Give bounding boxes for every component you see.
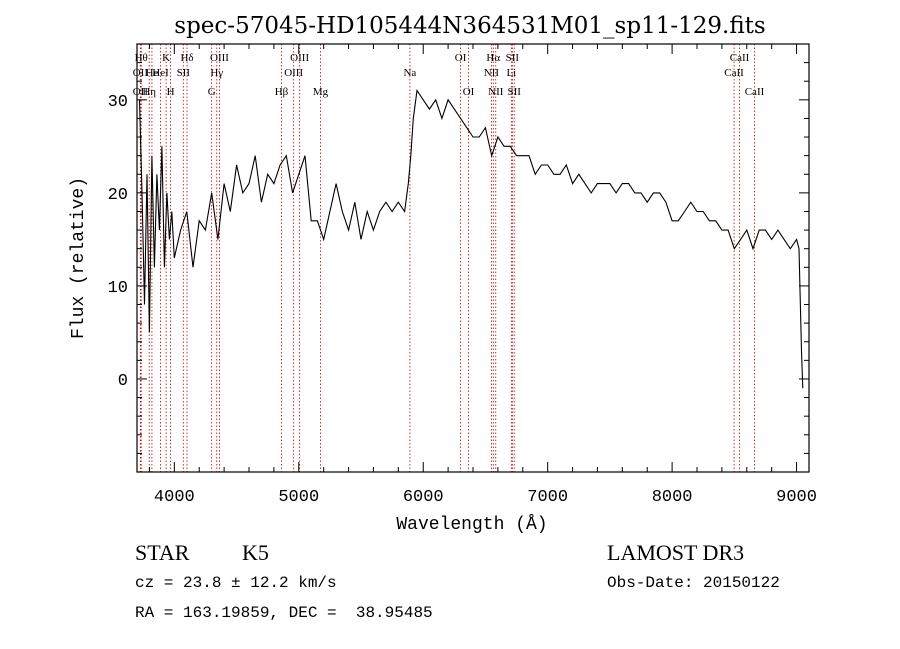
- line-marker-label: Mg: [313, 86, 329, 98]
- coordinates-readout: RA = 163.19859, DEC = 38.95485: [135, 604, 433, 622]
- object-subclass: K5: [242, 540, 269, 565]
- line-marker-label: CaII: [745, 86, 765, 98]
- line-marker-label: Na: [403, 67, 416, 79]
- x-tick-label: 7000: [527, 488, 568, 507]
- line-marker-label: He: [146, 67, 159, 79]
- line-marker-label: Hα: [486, 52, 500, 64]
- x-tick-label: 8000: [652, 488, 693, 507]
- spectral-line-labels: HθOIIOIIHηHeHeIKHSIIHδGHγOIIIHβOIIIOIIIM…: [133, 52, 765, 98]
- survey-name: LAMOST DR3: [607, 540, 745, 565]
- line-marker-label: K: [162, 52, 170, 64]
- line-marker-label: Hη: [142, 86, 156, 98]
- spectrum-series-line: [138, 88, 804, 389]
- x-tick-label: 6000: [403, 488, 444, 507]
- y-tick-label: 0: [118, 372, 128, 391]
- spectrum-chart: spec-57045-HD105444N364531M01_sp11-129.f…: [69, 13, 817, 535]
- line-marker-label: CaII: [730, 52, 750, 64]
- x-axis-label: Wavelength (Å): [396, 514, 547, 535]
- y-tick-label: 20: [108, 186, 128, 205]
- plot-frame: [136, 43, 810, 473]
- line-marker-label: Hθ: [135, 52, 148, 64]
- line-marker-label: NII: [488, 86, 504, 98]
- redshift-readout: cz = 23.8 ± 12.2 km/s: [135, 574, 337, 592]
- line-marker-label: SII: [177, 67, 191, 79]
- line-marker-label: OIII: [210, 52, 229, 64]
- line-marker-label: Hδ: [180, 52, 193, 64]
- chart-title: spec-57045-HD105444N364531M01_sp11-129.f…: [174, 13, 765, 39]
- line-marker-label: Li: [506, 67, 516, 79]
- line-marker-label: OIII: [284, 67, 303, 79]
- line-marker-label: OI: [463, 86, 475, 98]
- line-marker-label: G: [208, 86, 216, 98]
- line-marker-label: Hβ: [275, 86, 289, 98]
- object-class: STAR: [135, 540, 190, 565]
- y-tick-label: 10: [108, 279, 128, 298]
- line-marker-label: HeI: [152, 67, 169, 79]
- spectral-line-markers: [139, 44, 755, 472]
- x-tick-label: 4000: [154, 488, 195, 507]
- line-marker-label: OIII: [290, 52, 309, 64]
- line-marker-label: SII: [507, 86, 521, 98]
- observation-date: Obs-Date: 20150122: [607, 574, 780, 592]
- line-marker-label: OI: [455, 52, 467, 64]
- x-tick-label: 9000: [776, 488, 817, 507]
- y-tick-label: 30: [108, 93, 128, 112]
- line-marker-label: SII: [506, 52, 520, 64]
- y-axis-ticks: 0 10 20 30: [108, 43, 809, 454]
- line-marker-label: CaII: [724, 67, 744, 79]
- line-marker-label: NII: [484, 67, 500, 79]
- y-axis-label: Flux (relative): [69, 177, 89, 339]
- line-marker-label: Hγ: [210, 67, 223, 79]
- x-axis-ticks: 4000 5000 6000 7000 8000 9000: [148, 44, 817, 507]
- line-marker-label: H: [167, 86, 175, 98]
- x-tick-label: 5000: [278, 488, 319, 507]
